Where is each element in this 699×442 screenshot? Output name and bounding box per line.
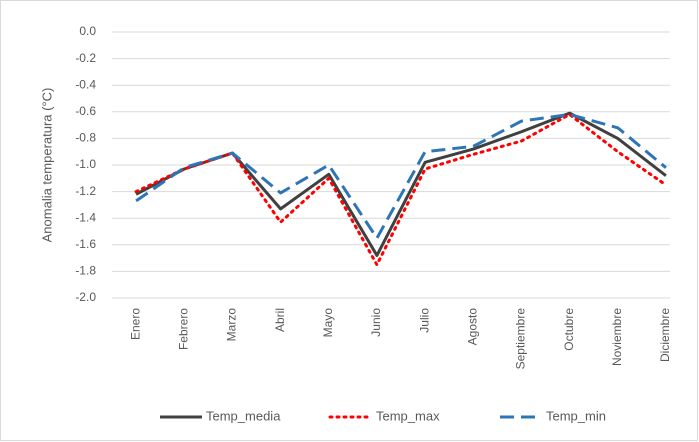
y-tick-label: -1.0 — [75, 157, 96, 171]
y-tick-label: -2.0 — [75, 290, 96, 304]
legend-label: Temp_max — [376, 408, 440, 423]
x-tick-label: Junio — [369, 308, 383, 337]
x-tick-label: Marzo — [225, 308, 239, 342]
y-axis-title: Anomalia temperatura (°C) — [39, 88, 54, 243]
x-tick-label: Agosto — [465, 308, 479, 346]
x-tick-label: Mayo — [321, 308, 335, 338]
y-tick-label: -0.8 — [75, 131, 96, 145]
x-tick-label: Julio — [417, 308, 431, 333]
x-tick-label: Septiembre — [514, 308, 528, 370]
legend-label: Temp_media — [206, 408, 281, 423]
y-tick-label: -1.4 — [75, 210, 96, 224]
x-tick-label: Octubre — [562, 308, 576, 351]
y-tick-label: -1.8 — [75, 264, 96, 278]
x-tick-label: Enero — [128, 308, 142, 340]
x-tick-label: Abril — [273, 308, 287, 332]
y-tick-label: -0.2 — [75, 51, 96, 65]
y-tick-label: -0.6 — [75, 104, 96, 118]
series-line — [135, 112, 667, 240]
y-tick-label: -1.2 — [75, 184, 96, 198]
legend-label: Temp_min — [546, 408, 606, 423]
y-tick-label: 0.0 — [79, 24, 96, 38]
x-tick-label: Febrero — [176, 308, 190, 350]
series-line — [134, 112, 668, 267]
y-tick-label: -0.4 — [75, 77, 96, 91]
y-tick-label: -1.6 — [75, 237, 96, 251]
x-tick-label: Diciembre — [658, 308, 672, 362]
x-tick-label: Noviembre — [610, 308, 624, 366]
